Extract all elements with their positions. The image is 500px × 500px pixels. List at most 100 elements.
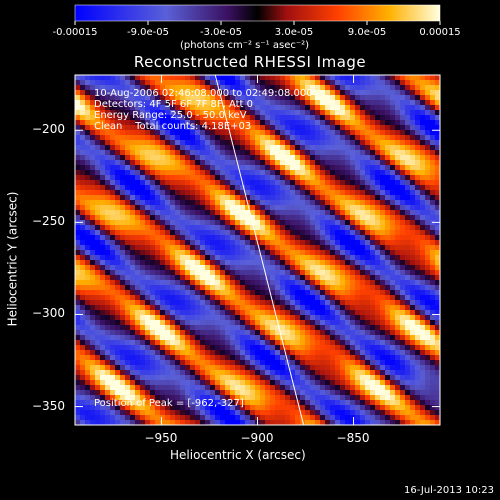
heatmap-cell xyxy=(85,100,91,106)
heatmap-cell xyxy=(230,175,236,181)
heatmap-cell xyxy=(95,315,101,321)
heatmap-cell xyxy=(425,155,431,161)
heatmap-cell xyxy=(75,215,81,221)
heatmap-cell xyxy=(325,325,331,331)
heatmap-cell xyxy=(325,205,331,211)
heatmap-cell xyxy=(90,365,96,371)
heatmap-cell xyxy=(345,165,351,171)
heatmap-cell xyxy=(235,100,241,106)
heatmap-cell xyxy=(110,135,116,141)
heatmap-cell xyxy=(295,380,301,386)
heatmap-cell xyxy=(190,340,196,346)
heatmap-cell xyxy=(305,195,311,201)
heatmap-cell xyxy=(355,395,361,401)
heatmap-cell xyxy=(395,150,401,156)
heatmap-cell xyxy=(320,400,326,406)
heatmap-cell xyxy=(265,235,271,241)
heatmap-cell xyxy=(390,140,396,146)
heatmap-cell xyxy=(395,265,401,271)
heatmap-cell xyxy=(400,230,406,236)
heatmap-cell xyxy=(415,260,421,266)
heatmap-cell xyxy=(185,205,191,211)
heatmap-cell xyxy=(270,230,276,236)
heatmap-cell xyxy=(405,285,411,291)
heatmap-cell xyxy=(220,125,226,131)
heatmap-cell xyxy=(135,280,141,286)
heatmap-cell xyxy=(415,400,421,406)
heatmap-cell xyxy=(385,80,391,86)
heatmap-cell xyxy=(145,415,151,421)
heatmap-cell xyxy=(140,415,146,421)
heatmap-cell xyxy=(230,125,236,131)
heatmap-cell xyxy=(375,390,381,396)
heatmap-cell xyxy=(155,390,161,396)
heatmap-cell xyxy=(380,400,386,406)
heatmap-cell xyxy=(275,105,281,111)
heatmap-cell xyxy=(170,105,176,111)
heatmap-cell xyxy=(230,310,236,316)
heatmap-cell xyxy=(240,110,246,116)
heatmap-cell xyxy=(335,260,341,266)
heatmap-cell xyxy=(200,135,206,141)
heatmap-cell xyxy=(380,395,386,401)
heatmap-cell xyxy=(365,395,371,401)
heatmap-cell xyxy=(140,120,146,126)
heatmap-cell xyxy=(170,85,176,91)
heatmap-cell xyxy=(270,115,276,121)
heatmap-cell xyxy=(125,355,131,361)
heatmap-cell xyxy=(270,330,276,336)
heatmap-cell xyxy=(195,150,201,156)
heatmap-cell xyxy=(210,355,216,361)
heatmap-cell xyxy=(240,190,246,196)
heatmap-cell xyxy=(140,300,146,306)
heatmap-cell xyxy=(120,400,126,406)
heatmap-cell xyxy=(360,210,366,216)
heatmap-cell xyxy=(260,135,266,141)
heatmap-cell xyxy=(320,150,326,156)
heatmap-cell xyxy=(255,400,261,406)
heatmap-cell xyxy=(95,265,101,271)
heatmap-cell xyxy=(290,75,296,81)
heatmap-cell xyxy=(120,310,126,316)
heatmap-cell xyxy=(165,370,171,376)
heatmap-cell xyxy=(80,160,86,166)
heatmap-cell xyxy=(320,315,326,321)
heatmap-cell xyxy=(220,130,226,136)
heatmap-cell xyxy=(350,365,356,371)
heatmap-cell xyxy=(205,330,211,336)
heatmap-cell xyxy=(130,370,136,376)
heatmap-cell xyxy=(435,215,440,221)
heatmap-cell xyxy=(160,170,166,176)
heatmap-cell xyxy=(395,285,401,291)
heatmap-cell xyxy=(170,230,176,236)
heatmap-cell xyxy=(235,395,241,401)
heatmap-cell xyxy=(270,170,276,176)
heatmap-cell xyxy=(155,140,161,146)
heatmap-cell xyxy=(125,190,131,196)
heatmap-cell xyxy=(410,135,416,141)
heatmap-cell xyxy=(420,210,426,216)
heatmap-cell xyxy=(295,335,301,341)
heatmap-cell xyxy=(295,160,301,166)
heatmap-cell xyxy=(190,365,196,371)
heatmap-cell xyxy=(420,280,426,286)
heatmap-cell xyxy=(195,195,201,201)
heatmap-cell xyxy=(290,320,296,326)
heatmap-cell xyxy=(365,370,371,376)
heatmap-cell xyxy=(415,230,421,236)
heatmap-cell xyxy=(115,385,121,391)
heatmap-cell xyxy=(215,120,221,126)
heatmap-cell xyxy=(375,295,381,301)
heatmap-cell xyxy=(115,325,121,331)
heatmap-cell xyxy=(305,300,311,306)
heatmap-cell xyxy=(390,260,396,266)
heatmap-cell xyxy=(435,95,440,101)
heatmap-cell xyxy=(395,210,401,216)
heatmap-cell xyxy=(180,155,186,161)
heatmap-cell xyxy=(210,150,216,156)
heatmap-cell xyxy=(350,95,356,101)
heatmap-cell xyxy=(265,75,271,81)
heatmap-cell xyxy=(310,320,316,326)
heatmap-cell xyxy=(415,390,421,396)
